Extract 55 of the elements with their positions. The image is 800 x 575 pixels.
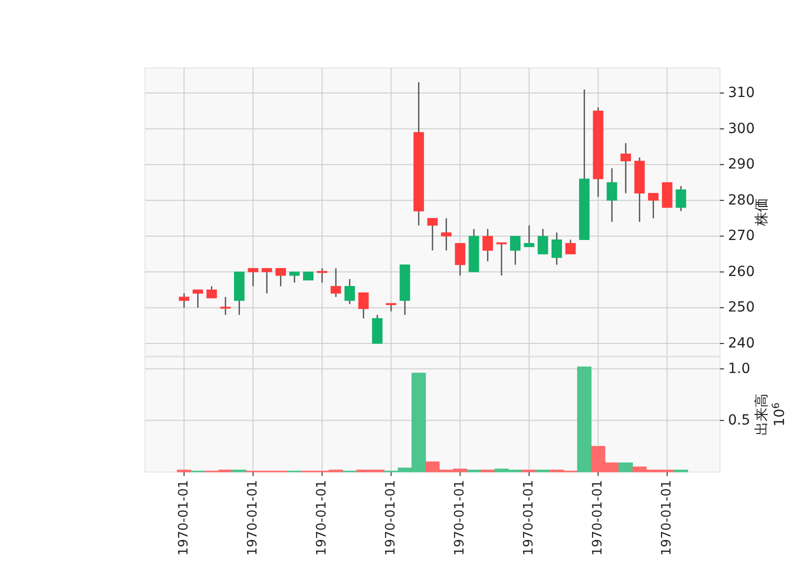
y-tick-label: 300 [728, 120, 755, 137]
candlestick [524, 224, 534, 248]
candlestick [552, 232, 562, 266]
bar [176, 470, 192, 472]
candlestick [316, 268, 328, 284]
candlestick [676, 185, 686, 212]
candlestick [427, 218, 438, 252]
x-tick-label: 1970-01-01 [522, 480, 537, 556]
candlestick [206, 286, 217, 299]
x-tick-label: 1970-01-01 [314, 480, 330, 556]
candlestick [606, 168, 618, 222]
candlestick [330, 268, 342, 298]
y-tick-label: 240 [728, 335, 755, 352]
y-tick-label: 1.0 [728, 360, 750, 377]
y-tick-label: 270 [728, 228, 755, 244]
bar [618, 462, 633, 472]
x-tick-label: 1970-01-01 [452, 480, 468, 556]
bar [536, 470, 550, 472]
x-tick-label: 1970-01-01 [660, 480, 675, 556]
candlestick [620, 142, 631, 194]
y-axis-title: 出来高 [754, 394, 770, 436]
x-tick-label: 1970-01-01 [384, 480, 399, 556]
bar [522, 470, 536, 472]
bar [674, 470, 688, 472]
candlestick [220, 296, 231, 316]
x-tick-label: 1970-01-01 [590, 480, 606, 556]
x-tick-label: 1970-01-01 [246, 480, 261, 556]
candlestick [262, 268, 272, 294]
candlestick [565, 239, 576, 255]
candlestick [482, 228, 493, 262]
bar [232, 470, 246, 472]
x-tick-label: 1970-01-01 [176, 480, 192, 556]
y-tick-label: 310 [728, 85, 755, 102]
candlestick [510, 236, 521, 266]
candlestick [289, 271, 300, 284]
candlestick [192, 289, 204, 308]
candlestick [496, 242, 507, 276]
candlestick [358, 292, 369, 320]
bar [480, 470, 495, 472]
y-tick-label: 290 [728, 156, 755, 173]
bar [466, 470, 482, 472]
candlestick [454, 242, 466, 276]
candlestick [441, 218, 452, 252]
y-tick-label: 280 [728, 192, 755, 208]
candlestick [344, 278, 355, 305]
y-tick-label: 0.5 [728, 412, 750, 428]
candlestick [648, 192, 659, 219]
candlestick [178, 292, 190, 308]
y-tick-label: 260 [728, 264, 755, 280]
candlestick [538, 228, 548, 255]
candlestick [248, 268, 258, 287]
y-tick-label: 250 [728, 300, 755, 316]
bar [577, 366, 592, 472]
candlestick [275, 268, 286, 287]
y-axis-title: 株価 [754, 198, 770, 227]
